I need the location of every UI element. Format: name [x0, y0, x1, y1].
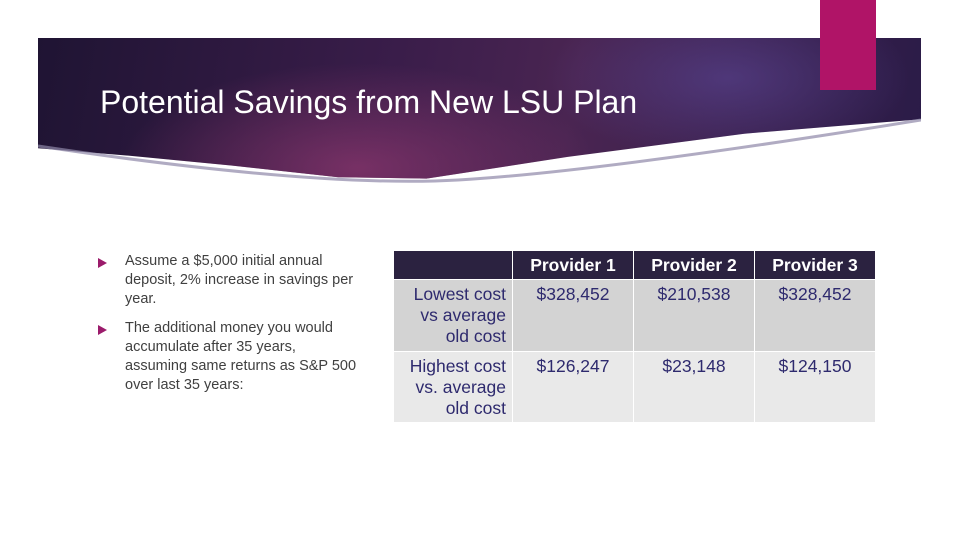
- triangle-bullet-icon: [98, 258, 107, 268]
- table-cell: $124,150: [754, 350, 876, 423]
- bullet-item: The additional money you would accumulat…: [98, 319, 360, 395]
- bullet-list: Assume a $5,000 initial annual deposit, …: [98, 252, 360, 405]
- column-header-provider-3: Provider 3: [754, 250, 876, 280]
- table-row: Highest cost vs. average old cost $126,2…: [393, 350, 876, 423]
- accent-bar: [820, 0, 876, 90]
- bullet-text: Assume a $5,000 initial annual deposit, …: [125, 253, 354, 307]
- table-cell: $23,148: [633, 350, 755, 423]
- slide-title: Potential Savings from New LSU Plan: [100, 84, 638, 120]
- row-label-highest-cost: Highest cost vs. average old cost: [393, 350, 513, 423]
- savings-table: Provider 1 Provider 2 Provider 3 Lowest …: [393, 250, 876, 423]
- table-cell: $328,452: [754, 279, 876, 352]
- bullet-item: Assume a $5,000 initial annual deposit, …: [98, 252, 360, 309]
- table-row: Lowest cost vs average old cost $328,452…: [393, 279, 876, 352]
- table-cell: $210,538: [633, 279, 755, 352]
- table-header-row: Provider 1 Provider 2 Provider 3: [393, 250, 876, 280]
- column-header-provider-2: Provider 2: [633, 250, 755, 280]
- table-cell: $126,247: [512, 350, 634, 423]
- triangle-bullet-icon: [98, 325, 107, 335]
- table-cell: $328,452: [512, 279, 634, 352]
- table-corner-cell: [393, 250, 513, 280]
- row-label-lowest-cost: Lowest cost vs average old cost: [393, 279, 513, 352]
- bullet-text: The additional money you would accumulat…: [125, 320, 357, 393]
- column-header-provider-1: Provider 1: [512, 250, 634, 280]
